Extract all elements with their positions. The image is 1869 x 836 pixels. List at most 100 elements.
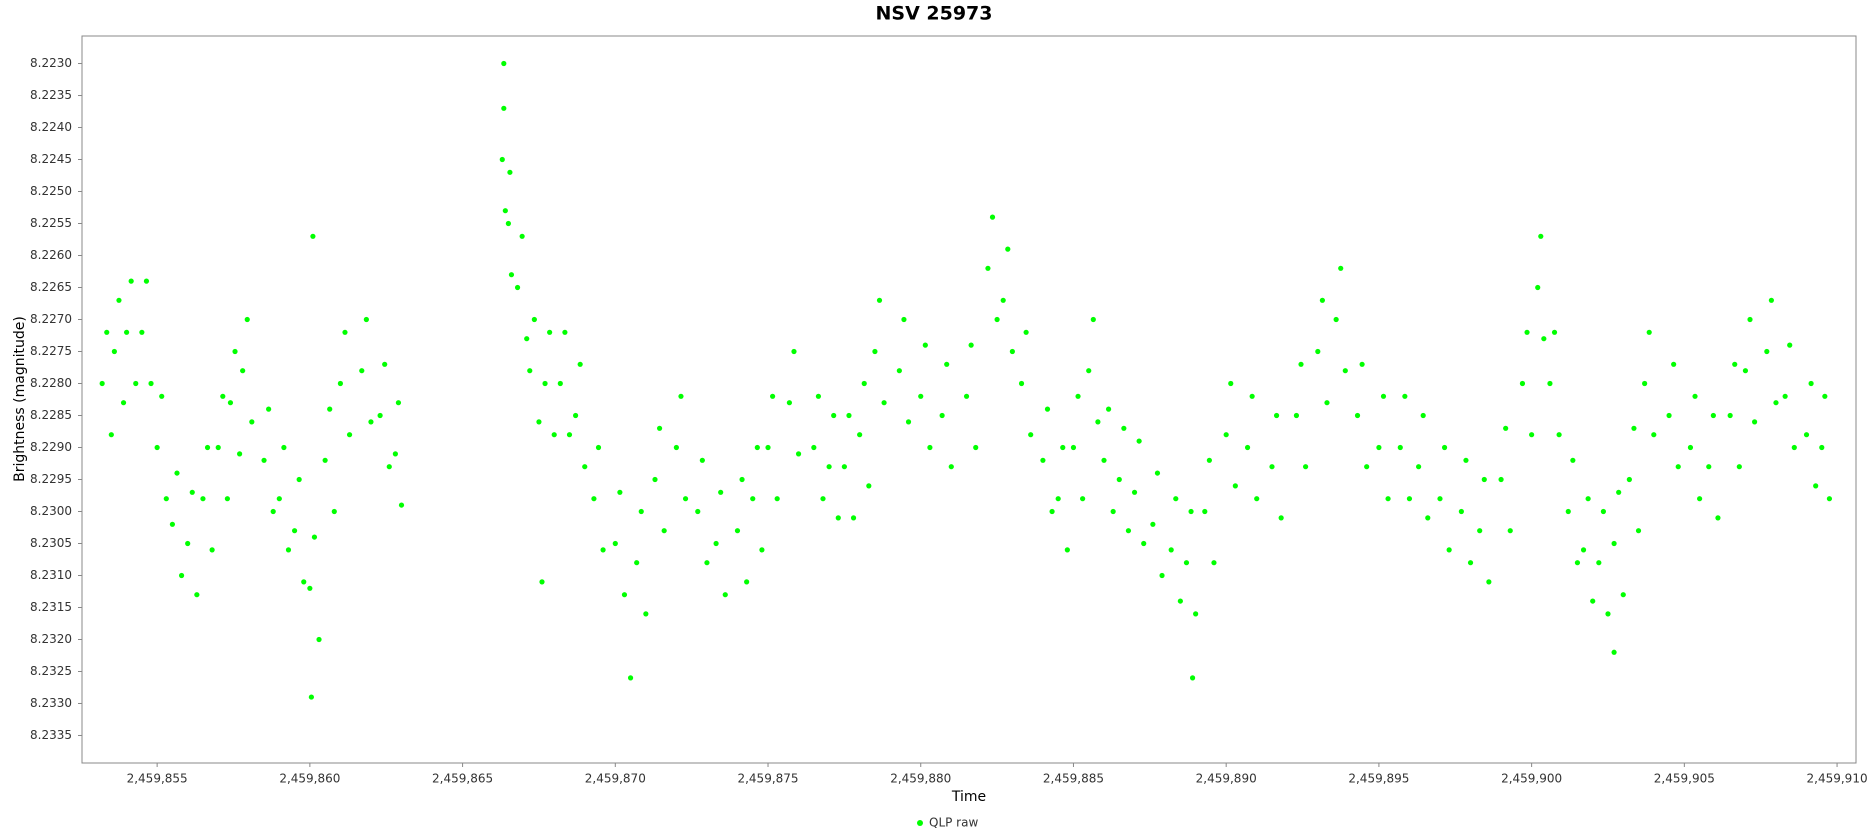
data-point <box>1651 432 1657 438</box>
data-point <box>382 361 388 367</box>
data-point <box>846 412 852 419</box>
x-tick-label: 2,459,885 <box>1043 772 1104 786</box>
data-point <box>363 316 369 323</box>
data-point <box>514 284 521 291</box>
data-point <box>1188 508 1194 515</box>
data-point <box>1324 400 1330 406</box>
data-point <box>1376 444 1382 451</box>
x-tick-label: 2,459,880 <box>890 772 951 786</box>
data-point <box>204 444 211 451</box>
data-point <box>1298 361 1304 367</box>
data-point <box>1380 393 1387 399</box>
data-point <box>1498 476 1504 483</box>
data-point <box>1406 496 1413 502</box>
data-point <box>507 169 513 175</box>
data-point <box>1228 380 1234 387</box>
data-point <box>1177 598 1183 604</box>
x-tick-label: 2,459,855 <box>127 772 188 786</box>
data-point <box>159 393 165 399</box>
data-point <box>713 540 719 547</box>
data-point <box>841 464 847 470</box>
data-point <box>368 419 374 425</box>
data-point <box>557 380 563 387</box>
data-point <box>163 496 169 502</box>
data-point <box>1125 528 1132 534</box>
x-tick-label: 2,459,895 <box>1348 772 1409 786</box>
x-axis-label: Time <box>951 789 986 805</box>
data-point <box>310 233 316 239</box>
data-point <box>1585 496 1591 502</box>
data-point <box>1732 361 1738 367</box>
chart-title: NSV 25973 <box>875 3 992 25</box>
data-point <box>99 380 105 387</box>
y-tick-label: 8.2265 <box>30 280 72 294</box>
data-point <box>261 457 267 463</box>
data-point <box>927 444 933 451</box>
data-point <box>1095 419 1101 425</box>
data-point <box>1467 560 1474 566</box>
data-point <box>1687 444 1694 451</box>
data-point <box>337 380 344 387</box>
data-point <box>346 432 353 438</box>
data-point <box>638 508 644 515</box>
data-point <box>1244 444 1251 451</box>
data-point <box>744 579 750 585</box>
data-point <box>815 393 822 399</box>
data-point <box>1183 560 1190 566</box>
data-point <box>1319 297 1325 303</box>
data-point <box>1813 483 1819 489</box>
data-point <box>220 393 226 399</box>
y-tick-label: 8.2270 <box>30 312 72 326</box>
data-point <box>866 483 872 489</box>
data-point <box>734 528 741 534</box>
data-point <box>881 400 887 406</box>
data-point <box>1075 393 1081 399</box>
data-point <box>291 528 298 534</box>
data-point <box>612 540 618 547</box>
data-point <box>774 496 780 502</box>
data-point <box>296 476 302 483</box>
data-point <box>1070 444 1077 451</box>
data-point <box>1150 521 1156 527</box>
data-point <box>1710 412 1716 419</box>
data-point <box>1064 547 1070 553</box>
data-point <box>1538 233 1544 239</box>
data-point <box>577 361 583 367</box>
data-point <box>551 432 557 438</box>
data-point <box>750 496 756 502</box>
data-point <box>1168 547 1174 553</box>
data-point <box>1747 316 1753 323</box>
data-point <box>1642 380 1648 387</box>
data-point <box>123 329 130 335</box>
data-point <box>896 368 902 374</box>
data-point <box>861 380 867 387</box>
data-point <box>1635 528 1642 534</box>
data-point <box>1159 572 1165 579</box>
y-tick-label: 8.2245 <box>30 152 72 166</box>
data-point <box>224 496 230 502</box>
data-point <box>1791 444 1797 451</box>
data-point <box>331 508 337 515</box>
data-point <box>120 400 127 406</box>
x-tick-label: 2,459,910 <box>1807 772 1868 786</box>
data-point <box>582 464 588 470</box>
data-point <box>1611 649 1617 655</box>
data-point <box>1551 329 1558 335</box>
data-point <box>1206 457 1212 463</box>
data-point <box>682 496 689 502</box>
data-point <box>1364 464 1370 470</box>
data-point <box>617 489 623 495</box>
data-point <box>1055 496 1061 502</box>
data-point <box>643 611 649 617</box>
data-point <box>1202 508 1208 515</box>
data-point <box>1060 444 1066 451</box>
data-point <box>1437 496 1443 502</box>
data-point <box>1819 444 1825 451</box>
data-point <box>116 297 122 303</box>
data-point <box>1590 598 1596 604</box>
data-point <box>1023 329 1029 335</box>
x-tick-label: 2,459,860 <box>279 772 340 786</box>
data-point <box>1249 393 1255 399</box>
data-point <box>1727 412 1733 419</box>
data-point <box>968 342 974 348</box>
